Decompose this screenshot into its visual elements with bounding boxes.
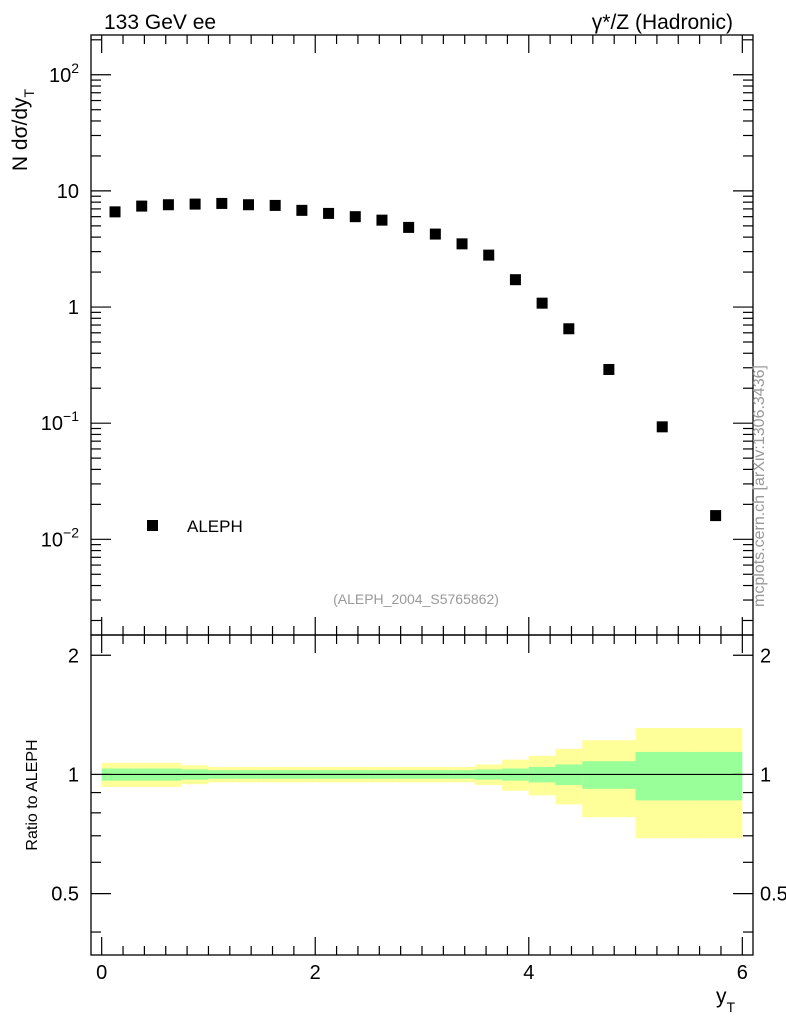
- data-point: [483, 249, 495, 261]
- ratio-y-tick-label-right: 2: [760, 645, 771, 667]
- x-tick-label: 0: [96, 962, 107, 984]
- data-point: [656, 421, 668, 433]
- data-point: [162, 199, 174, 211]
- y-tick-label-main: 1: [68, 297, 79, 319]
- data-point: [269, 199, 281, 211]
- ratio-y-tick-label-left: 0.5: [51, 884, 79, 906]
- y-tick-label-main: 10−2: [41, 524, 79, 551]
- ratio-y-tick-label-left: 1: [68, 764, 79, 786]
- energy-title: 133 GeV ee: [104, 11, 216, 34]
- legend-marker: [147, 520, 158, 531]
- analysis-reference: (ALEPH_2004_S5765862): [333, 591, 499, 607]
- main-y-axis-label: N dσ/dyT: [9, 88, 37, 171]
- main-panel: 10−2 10−1 1 10 102 N dσ/dyT ALEPH (ALEPH_200…: [9, 34, 754, 636]
- data-point: [242, 199, 254, 211]
- data-point: [710, 510, 722, 522]
- data-point: [376, 214, 388, 226]
- data-point: [403, 221, 415, 233]
- x-tick-label: 2: [310, 962, 321, 984]
- main-axis-ticks: [91, 35, 753, 635]
- ratio-y-tick-label-left: 2: [68, 645, 79, 667]
- legend-label-aleph: ALEPH: [187, 517, 243, 536]
- data-point: [563, 323, 575, 335]
- xlabel-subscript: T: [727, 999, 736, 1015]
- main-y-tick-labels: 10−2 10−1 1 10 102: [41, 60, 79, 552]
- x-axis-label: yT: [716, 985, 736, 1015]
- data-point: [109, 206, 121, 218]
- data-point: [429, 228, 441, 240]
- ratio-panel: 0.5 0.5 1 1 2 2 0 2 4 6 Ratio to ALEPH yT: [24, 634, 786, 1015]
- main-frame: [90, 34, 754, 636]
- data-point: [349, 211, 361, 223]
- x-tick-label: 4: [523, 962, 534, 984]
- y-tick-label-main: 10: [57, 181, 79, 203]
- ylabel-main-text: N dσ/dy: [9, 97, 32, 171]
- data-point: [189, 198, 201, 210]
- data-point: [603, 363, 615, 375]
- ratio-y-tick-label-right: 0.5: [760, 884, 786, 906]
- data-points: [109, 197, 722, 522]
- data-point: [509, 274, 521, 286]
- data-point: [296, 204, 308, 216]
- uncertainty-band-bin: [688, 751, 743, 801]
- ratio-tick-labels: 0.5 0.5 1 1 2 2 0 2 4 6: [51, 645, 786, 984]
- ylabel-subscript: T: [21, 88, 37, 97]
- ratio-y-axis-label: Ratio to ALEPH: [24, 739, 41, 850]
- uncertainty-band-bin: [635, 751, 689, 801]
- data-point: [456, 238, 468, 250]
- y-tick-label-main: 102: [49, 60, 79, 87]
- y-tick-label-main: 10−1: [41, 408, 79, 435]
- data-point: [136, 200, 148, 212]
- ratio-axis-ticks: [91, 635, 753, 955]
- svg-text:N dσ/dyT: N dσ/dyT: [9, 88, 37, 171]
- watermark: mcplots.cern.ch [arXiv:1306.3436]: [751, 365, 768, 607]
- x-tick-label: 6: [737, 962, 748, 984]
- uncertainty-bands: [101, 728, 743, 839]
- xlabel-text: y: [716, 985, 727, 1008]
- data-point: [216, 197, 228, 209]
- data-point: [323, 207, 335, 219]
- process-title: γ*/Z (Hadronic): [592, 11, 733, 34]
- ratio-y-tick-label-right: 1: [760, 764, 771, 786]
- data-point: [536, 297, 548, 309]
